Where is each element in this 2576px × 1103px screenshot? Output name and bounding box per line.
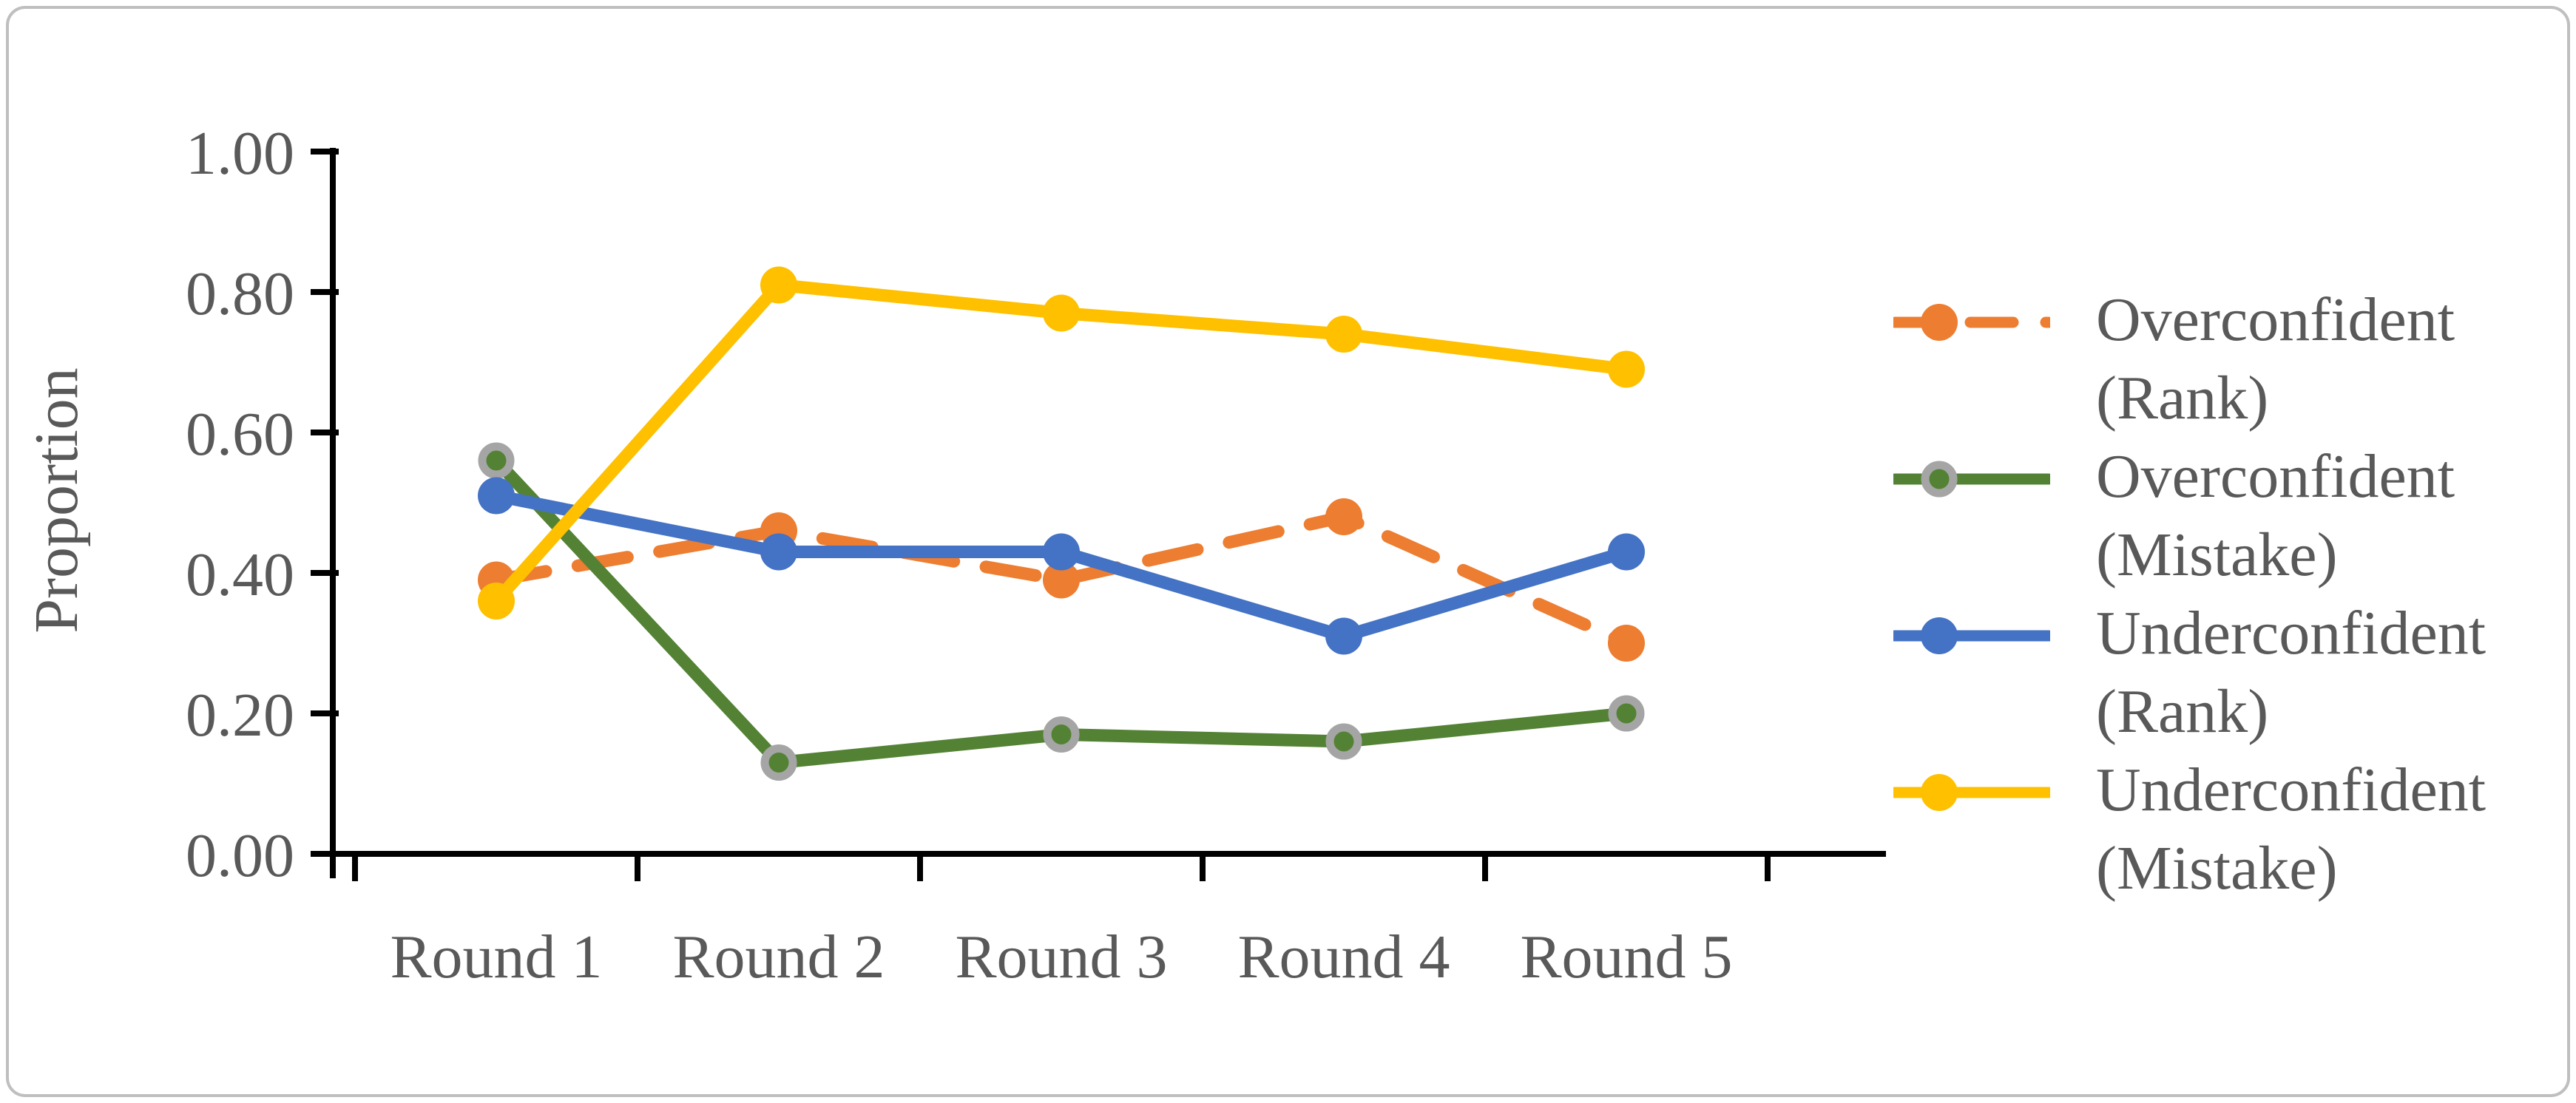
legend-label: Overconfident (Rank) (2096, 281, 2455, 438)
data-point-marker (1608, 695, 1645, 732)
legend-label-line: Underconfident (2096, 756, 2487, 824)
legend-label: Underconfident (Mistake) (2096, 751, 2486, 908)
y-axis-title: Proportion (22, 367, 91, 633)
y-tick-label: 0.00 (186, 821, 294, 890)
data-point-marker (1325, 617, 1362, 655)
data-point-marker (1043, 716, 1080, 753)
data-point-marker (760, 744, 797, 781)
legend-label: Overconfident (Mistake) (2096, 438, 2455, 594)
x-category-label: Round 4 (1237, 923, 1450, 991)
legend-swatch-underconfident-mistake (1893, 774, 2050, 811)
legend-label-line: (Rank) (2096, 677, 2269, 746)
legend-item-overconfident-rank: Overconfident (Rank) (1893, 281, 2486, 438)
legend-label: Underconfident (Rank) (2096, 594, 2486, 751)
data-point-marker (1608, 533, 1645, 571)
data-point-marker (478, 583, 515, 620)
x-category-label: Round 3 (955, 923, 1167, 991)
y-tick-label: 0.40 (186, 540, 294, 609)
series-underconfident-rank (478, 477, 1645, 655)
legend-marker-sample (1921, 774, 1958, 811)
data-point-marker (1043, 533, 1080, 571)
data-point-marker (760, 533, 797, 571)
legend-item-overconfident-mistake: Overconfident (Mistake) (1893, 438, 2486, 594)
x-category-label: Round 2 (672, 923, 885, 991)
series-line (490, 510, 1633, 650)
x-category-label: Round 5 (1520, 923, 1732, 991)
data-point-marker (1608, 625, 1645, 662)
legend-marker-sample (1921, 617, 1958, 654)
y-tick-label: 0.80 (186, 259, 294, 328)
legend-marker-sample (1921, 461, 1958, 498)
series-underconfident-mistake (478, 266, 1645, 620)
data-point-marker (760, 266, 797, 304)
legend-marker-sample (1921, 304, 1958, 341)
legend-label-line: (Rank) (2096, 364, 2269, 432)
data-point-marker (1608, 350, 1645, 388)
legend-swatch-overconfident-rank (1893, 304, 2050, 341)
legend-label-line: Overconfident (2096, 442, 2455, 511)
data-point-marker (1325, 316, 1362, 353)
y-tick-label: 0.60 (186, 400, 294, 469)
series-overconfident-mistake (478, 442, 1645, 781)
data-point-marker (478, 442, 515, 479)
x-axis-category-labels: Round 1 Round 2 Round 3 Round 4 Round 5 (390, 923, 1732, 991)
data-point-marker (1325, 498, 1362, 535)
legend-item-underconfident-mistake: Underconfident (Mistake) (1893, 751, 2486, 908)
legend-item-underconfident-rank: Underconfident (Rank) (1893, 594, 2486, 751)
legend-swatch-underconfident-rank (1893, 617, 2050, 654)
x-axis-ticks (352, 854, 1771, 881)
y-tick-label: 1.00 (186, 119, 294, 188)
data-point-marker (478, 477, 515, 515)
legend-label-line: (Mistake) (2096, 834, 2338, 903)
x-category-label: Round 1 (390, 923, 602, 991)
data-series (478, 266, 1645, 781)
data-point-marker (1043, 561, 1080, 599)
axes (329, 148, 1886, 878)
data-point-marker (1325, 723, 1362, 760)
legend-swatch-overconfident-mistake (1893, 461, 2050, 498)
y-tick-label: 0.20 (186, 681, 294, 750)
y-axis-tick-labels: 0.00 0.20 0.40 0.60 0.80 1.00 (186, 119, 294, 890)
legend: Overconfident (Rank) Overconfident (Mistake… (1893, 281, 2486, 908)
data-point-marker (1043, 294, 1080, 332)
legend-label-line: (Mistake) (2096, 520, 2338, 589)
y-axis-ticks (311, 149, 339, 857)
legend-label-line: Underconfident (2096, 599, 2487, 668)
legend-label-line: Overconfident (2096, 285, 2455, 354)
